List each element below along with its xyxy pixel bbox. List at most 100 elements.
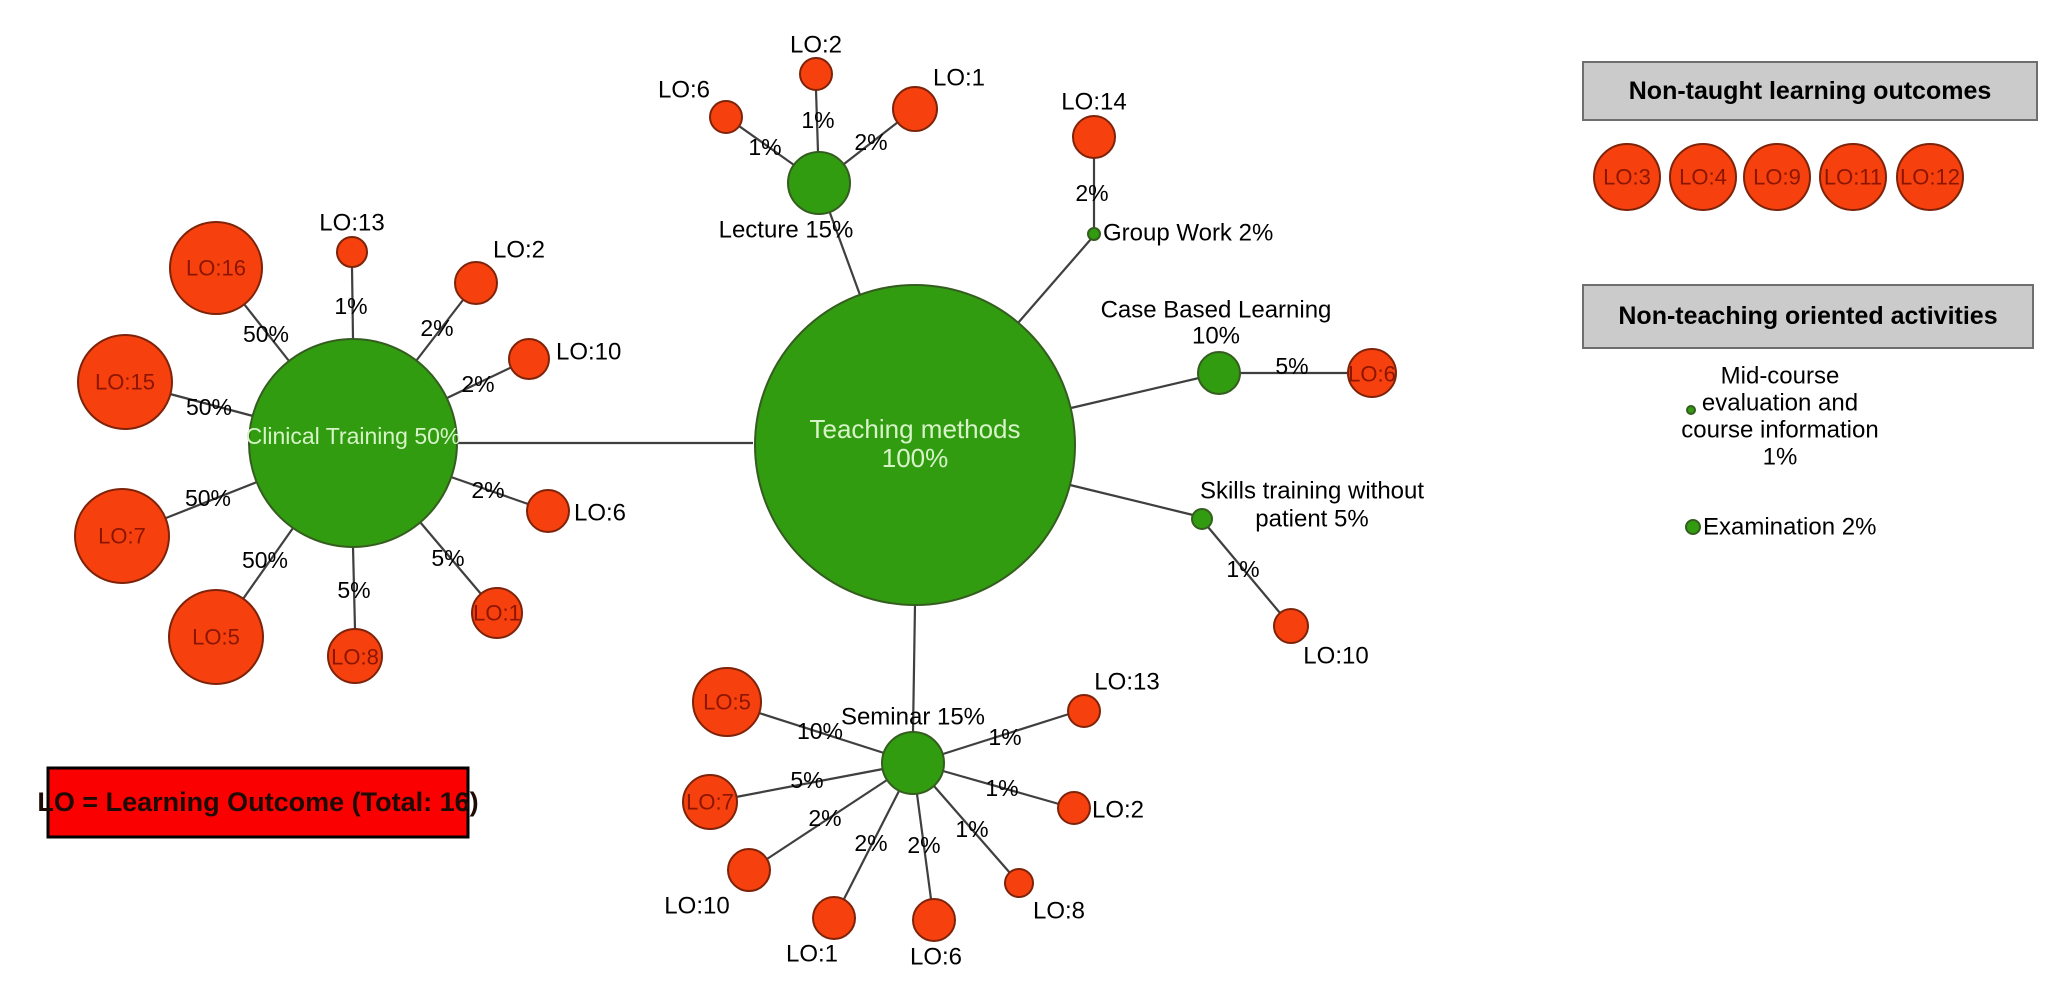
label-clinical-lo13: LO:13 — [319, 210, 384, 237]
node-seminar-lo10 — [727, 848, 771, 892]
node-clinical-lo10 — [508, 338, 550, 380]
seminar-label: Seminar 15% — [841, 704, 985, 731]
node-seminar-lo13 — [1067, 694, 1101, 728]
node-casebased-lo6 — [1347, 348, 1397, 398]
label-clinical-lo6: LO:6 — [574, 500, 626, 527]
pct-seminar-lo13: 1% — [988, 724, 1021, 750]
edge-root-skills — [1069, 483, 1194, 517]
edge-clinical-lo6 — [450, 475, 529, 506]
edge-clinical-lo2 — [415, 299, 464, 362]
label-nontaught-lo12: LO:12 — [1900, 165, 1960, 190]
node-clinical-lo2 — [454, 261, 498, 305]
non-taught-header-box — [1582, 61, 2038, 121]
edge-clinical-lo8 — [351, 546, 357, 630]
node-group-work — [1087, 227, 1101, 241]
node-nontaught-lo9 — [1743, 143, 1811, 211]
pct-clinical-lo8: 5% — [337, 577, 370, 603]
edge-clinical-lo16 — [243, 303, 290, 362]
edge-seminar-lo1 — [843, 790, 900, 900]
legend-text: LO = Learning Outcome (Total: 16) — [37, 787, 478, 817]
node-clinical-lo6 — [526, 489, 570, 533]
pct-clinical-lo7: 50% — [185, 485, 231, 511]
label-seminar-lo6: LO:6 — [910, 944, 962, 971]
mid-course-line2: evaluation and — [1702, 390, 1858, 417]
edge-seminar-lo6 — [915, 793, 933, 900]
pct-clinical-lo5: 50% — [242, 547, 288, 573]
node-clinical-training — [248, 338, 458, 548]
pct-lecture-lo6: 1% — [748, 134, 781, 160]
label-clinical-lo8: LO:8 — [331, 645, 379, 670]
outcome-nodes — [74, 57, 1397, 942]
node-case-based-learning — [1197, 351, 1241, 395]
mid-course-line3: course information — [1681, 417, 1878, 444]
edge-root-lecture — [828, 212, 862, 296]
edge-root-casebased — [1070, 376, 1200, 410]
node-clinical-lo13 — [336, 236, 368, 268]
label-clinical-lo15: LO:15 — [95, 370, 155, 395]
pct-seminar-lo5: 10% — [797, 718, 843, 744]
label-clinical-lo7: LO:7 — [98, 524, 146, 549]
node-seminar-lo6 — [912, 898, 956, 942]
node-lecture-lo6 — [709, 100, 743, 134]
pct-seminar-lo7: 5% — [790, 767, 823, 793]
node-groupwork-lo14 — [1072, 115, 1116, 159]
label-seminar-lo7: LO:7 — [686, 790, 734, 815]
case-based-label-line1: Case Based Learning — [1101, 297, 1332, 324]
label-seminar-lo1: LO:1 — [786, 941, 838, 968]
label-seminar-lo13: LO:13 — [1094, 669, 1159, 696]
pct-clinical-lo6: 2% — [471, 477, 504, 503]
label-nontaught-lo4: LO:4 — [1679, 165, 1727, 190]
node-clinical-lo16 — [169, 221, 263, 315]
pct-seminar-lo2: 1% — [985, 775, 1018, 801]
node-clinical-lo8 — [327, 628, 383, 684]
edge-percent-labels: 50% 1% 2% 2% 50% 2% 50% 50% 5% 5% 1% 1% … — [185, 107, 1309, 858]
node-mid-course-dot — [1686, 405, 1696, 415]
edge-clinical-lo15 — [169, 392, 254, 418]
pct-seminar-lo8: 1% — [955, 816, 988, 842]
node-seminar-lo5 — [692, 667, 762, 737]
pct-clinical-lo15: 50% — [186, 394, 232, 420]
label-skills-lo10: LO:10 — [1303, 643, 1368, 670]
edge-root-groupwork — [1017, 238, 1092, 324]
label-groupwork-lo14: LO:14 — [1061, 89, 1126, 116]
node-lecture-lo2 — [799, 57, 833, 91]
edge-clinical-lo1 — [419, 521, 482, 595]
label-lecture-lo1: LO:1 — [933, 65, 985, 92]
edge-clinical-lo5 — [242, 527, 294, 600]
label-nontaught-lo9: LO:9 — [1753, 165, 1801, 190]
edge-seminar-lo8 — [933, 785, 1011, 874]
edge-clinical-lo10 — [446, 366, 513, 399]
pct-seminar-lo10: 2% — [808, 805, 841, 831]
node-lecture-lo1 — [892, 86, 938, 132]
skills-label-line1: Skills training without — [1200, 478, 1424, 505]
node-teaching-methods — [754, 284, 1076, 606]
clinical-training-label: Clinical Training 50% — [246, 423, 461, 449]
label-seminar-lo10: LO:10 — [664, 893, 729, 920]
label-lecture-lo6: LO:6 — [658, 77, 710, 104]
group-work-label: Group Work 2% — [1103, 220, 1273, 247]
teaching-methods-label-line1: Teaching methods — [809, 414, 1020, 444]
node-clinical-lo5 — [168, 589, 264, 685]
edge-lecture-lo1 — [843, 121, 899, 165]
edge-skills-lo10 — [1207, 526, 1281, 614]
panel-non-teaching: Non-teaching oriented activities Mid-cou… — [1582, 284, 2034, 541]
label-nontaught-lo11: LO:11 — [1824, 165, 1882, 190]
outcome-labels-inside: LO:16 LO:15 LO:7 LO:5 LO:8 LO:1 LO:5 LO:… — [95, 256, 1396, 815]
edge-clinical-lo13 — [350, 266, 355, 340]
pct-lecture-lo2: 1% — [801, 107, 834, 133]
pct-clinical-lo2: 2% — [420, 315, 453, 341]
pct-lecture-lo1: 2% — [854, 129, 887, 155]
mid-course-line4: 1% — [1763, 444, 1798, 471]
node-seminar-lo1 — [812, 896, 856, 940]
node-nontaught-lo3 — [1593, 143, 1661, 211]
label-seminar-lo8: LO:8 — [1033, 898, 1085, 925]
pct-groupwork-lo14: 2% — [1075, 180, 1108, 206]
node-seminar-lo2 — [1057, 791, 1091, 825]
edge-clinical-lo7 — [165, 480, 258, 520]
node-skills-training — [1191, 508, 1213, 530]
edge-lecture-lo6 — [738, 125, 795, 166]
pct-clinical-lo13: 1% — [334, 293, 367, 319]
label-casebased-lo6: LO:6 — [1348, 362, 1396, 387]
